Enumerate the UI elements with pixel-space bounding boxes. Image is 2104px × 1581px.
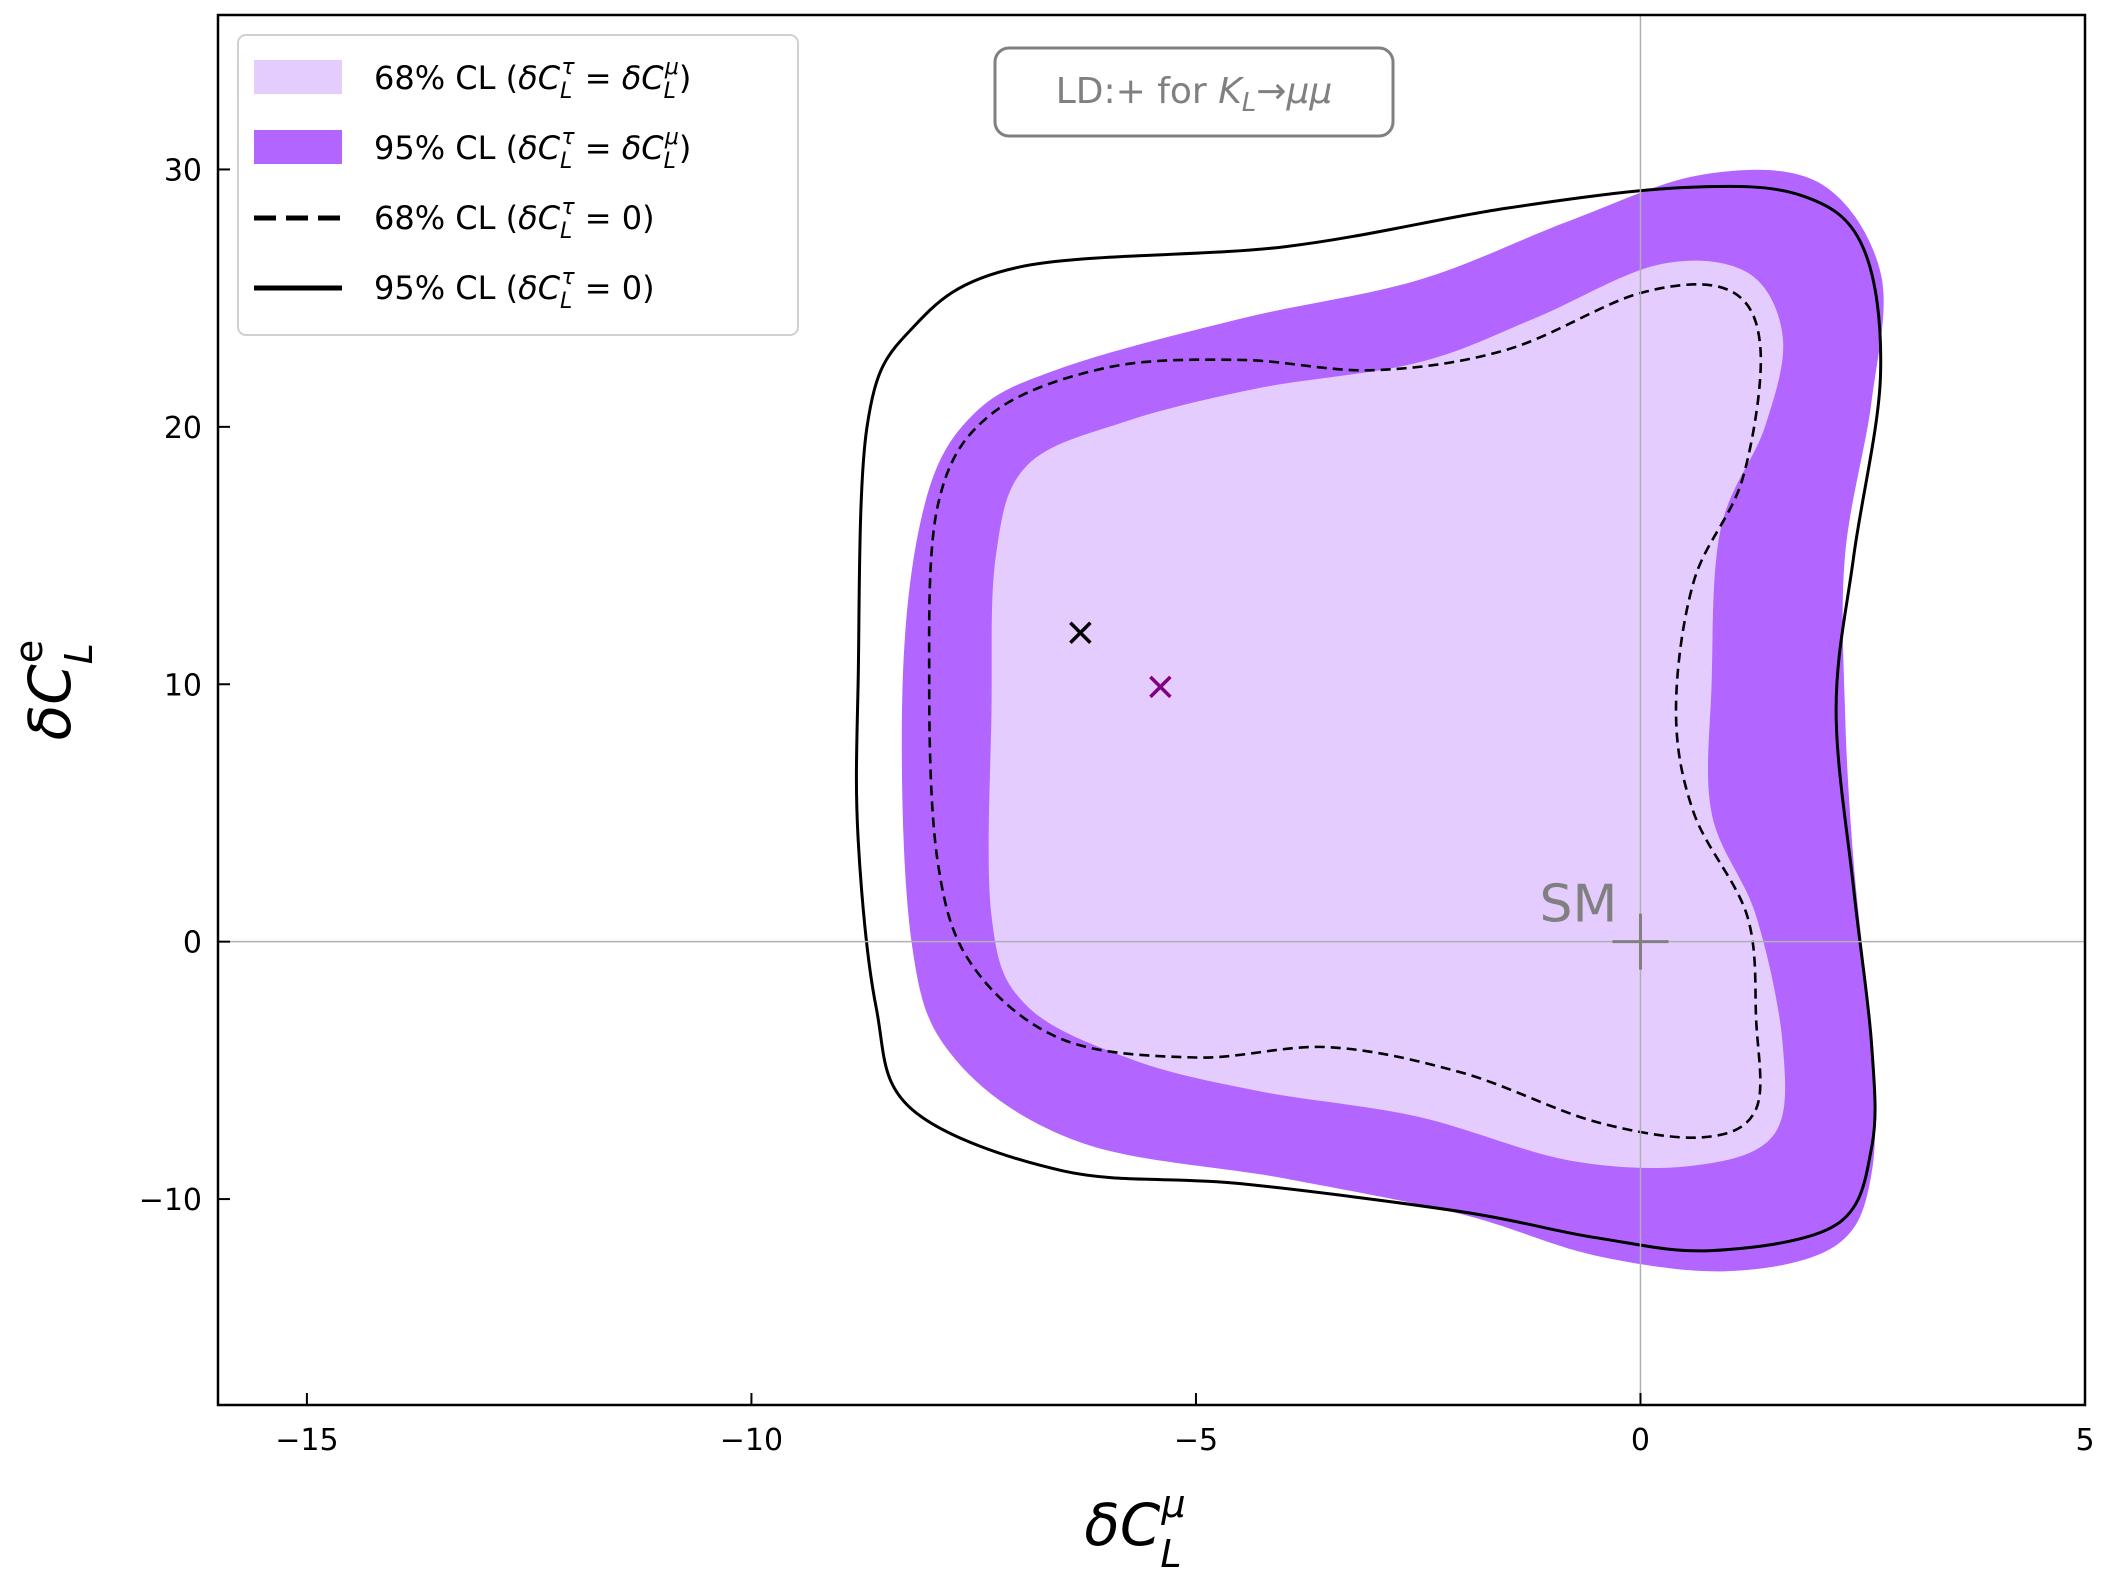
- legend-label: 95% CL (δCLτ = 0): [374, 265, 655, 314]
- best-fit-marker-1: [1069, 621, 1092, 645]
- x-axis: −15 −10 −5 0 5: [275, 1393, 2095, 1458]
- x-tick-label: 5: [2075, 1423, 2094, 1458]
- annotation-box: LD:+ for KL→μμ: [993, 46, 1395, 138]
- legend-swatch: [254, 60, 342, 94]
- plot-frame: [216, 13, 2087, 1407]
- legend-entry-4: 95% CL (δCLτ = 0): [254, 265, 655, 314]
- legend: 68% CL (δCLτ = δCLμ) 95% CL (δCLτ = δCLμ)…: [237, 34, 799, 336]
- y-tick-label: 20: [164, 411, 202, 446]
- legend-entry-3: 68% CL (δCLτ = 0): [254, 195, 655, 244]
- y-tick-label: 30: [164, 153, 202, 188]
- best-fit-marker-2: [1149, 675, 1172, 699]
- y-axis: −10 0 10 20 30: [139, 153, 230, 1218]
- legend-label: 68% CL (δCLτ = 0): [374, 195, 655, 244]
- sm-label: SM: [1540, 875, 1618, 935]
- y-tick-label: 10: [164, 668, 202, 703]
- annotation-text: LD:+ for KL→μμ: [1056, 71, 1333, 118]
- x-axis-title: δCLμ: [1084, 1482, 1185, 1576]
- legend-swatch: [254, 130, 342, 164]
- legend-label: 95% CL (δCLτ = δCLμ): [374, 125, 691, 174]
- sm-marker: [1612, 913, 1669, 970]
- y-tick-label: 0: [183, 926, 202, 961]
- x-tick-label: −5: [1174, 1423, 1218, 1458]
- contour-4: [854, 184, 1883, 1253]
- x-tick-label: −15: [275, 1423, 338, 1458]
- x-tick-label: 0: [1631, 1423, 1650, 1458]
- x-tick-label: −10: [720, 1423, 783, 1458]
- legend-entry-1: 68% CL (δCLτ = δCLμ): [254, 55, 691, 104]
- contour-3: [927, 283, 1763, 1139]
- y-tick-label: −10: [139, 1183, 202, 1218]
- legend-entry-2: 95% CL (δCLτ = δCLμ): [254, 125, 691, 174]
- legend-frame: [237, 34, 799, 336]
- legend-label: 68% CL (δCLτ = δCLμ): [374, 55, 691, 104]
- y-axis-title: δCLe: [7, 640, 101, 741]
- marker-layer: [1069, 621, 1669, 970]
